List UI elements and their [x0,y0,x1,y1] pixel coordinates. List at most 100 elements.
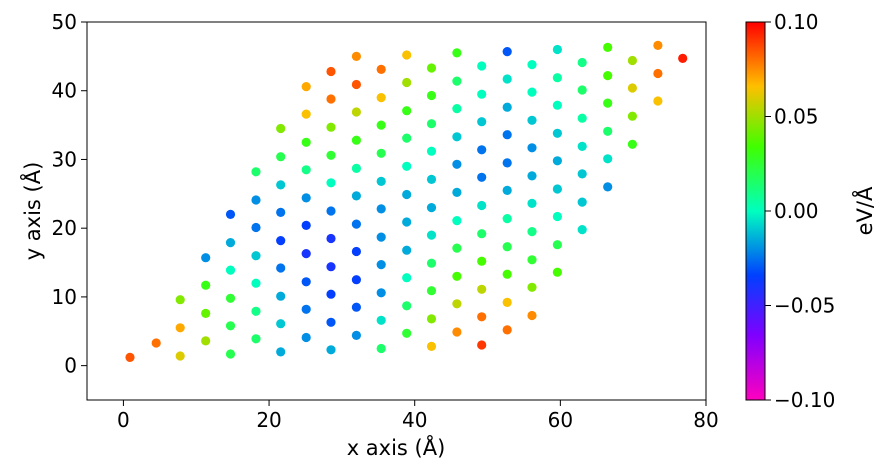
data-point-26 [276,236,286,246]
data-point-53 [351,302,361,312]
data-point-108 [477,312,487,322]
data-point-141 [552,211,563,222]
data-point-115 [477,117,487,127]
data-point-147 [552,44,563,55]
data-point-138 [527,60,537,70]
data-point-51 [326,66,336,77]
data-point-77 [402,245,412,255]
plot-frame [86,21,707,401]
data-point-56 [351,219,361,229]
data-point-145 [552,100,563,110]
data-point-45 [326,233,336,244]
data-point-164 [627,55,638,66]
data-point-37 [301,165,311,175]
data-point-12 [225,265,236,275]
y-tick-label-0: 0 [64,354,77,378]
data-point-79 [402,189,412,200]
data-point-159 [603,71,613,81]
data-point-153 [577,85,587,95]
data-point-44 [326,262,336,272]
data-point-158 [603,98,613,108]
x-tick-label-4: 80 [693,408,718,432]
data-point-25 [276,263,286,273]
data-point-23 [276,319,286,329]
data-point-127 [502,74,512,84]
data-point-160 [603,42,613,53]
data-point-102 [452,159,462,169]
data-point-76 [402,273,412,283]
data-point-13 [225,238,236,248]
data-point-29 [276,152,286,162]
data-point-19 [251,222,261,233]
data-point-132 [527,227,537,237]
data-point-78 [402,217,412,227]
data-point-150 [577,169,587,179]
data-point-74 [402,328,412,338]
data-point-18 [251,251,261,261]
data-point-85 [426,341,437,351]
data-point-21 [251,167,261,177]
data-point-107 [477,340,487,350]
data-point-119 [502,297,512,307]
data-point-143 [552,156,563,166]
data-point-71 [376,120,386,130]
data-point-81 [402,133,412,143]
data-point-15 [251,334,261,344]
data-point-166 [653,68,663,79]
data-point-57 [351,191,361,201]
data-point-34 [301,249,311,259]
data-point-5 [201,336,211,346]
colorbar-tick-label-2: 0.00 [774,199,819,223]
data-point-135 [527,143,537,153]
y-tick-label-3: 30 [52,147,77,171]
data-point-10 [225,321,236,331]
data-point-40 [301,82,311,92]
data-point-97 [452,299,462,309]
data-point-128 [502,47,512,57]
data-point-61 [351,79,361,90]
data-point-88 [426,258,437,268]
data-point-11 [225,293,236,303]
data-point-67 [376,232,386,242]
data-point-136 [527,115,537,125]
data-point-93 [426,119,437,129]
data-point-120 [502,269,512,279]
data-point-92 [426,146,437,156]
data-point-8 [201,253,211,263]
data-point-129 [527,310,537,321]
data-point-109 [477,284,487,294]
y-tick-label-5: 50 [52,10,77,34]
data-point-70 [376,148,386,158]
data-point-163 [627,83,638,93]
data-point-113 [477,172,487,182]
data-point-32 [301,304,311,314]
data-point-140 [552,240,563,250]
colorbar-label: eV/Å [851,186,877,235]
data-point-154 [577,57,587,68]
data-point-131 [527,255,537,265]
data-point-80 [402,161,412,171]
data-point-98 [452,271,462,281]
data-point-41 [326,345,336,355]
data-point-125 [502,130,512,140]
data-point-27 [276,207,286,217]
data-point-155 [603,182,613,192]
data-point-60 [351,107,361,117]
data-point-58 [351,163,361,173]
data-point-111 [477,229,487,239]
data-point-82 [402,106,412,116]
data-point-39 [301,109,311,119]
data-point-17 [251,278,261,288]
data-point-43 [326,289,336,299]
y-tick-label-2: 20 [52,216,77,240]
data-point-64 [376,315,386,325]
data-point-101 [452,187,462,197]
data-point-38 [301,137,311,147]
data-point-152 [577,113,587,123]
data-point-31 [301,332,311,343]
data-point-104 [452,104,462,114]
data-point-130 [527,282,537,292]
data-point-4 [175,295,185,305]
data-point-91 [426,174,437,184]
y-axis-title: y axis (Å) [19,162,45,261]
